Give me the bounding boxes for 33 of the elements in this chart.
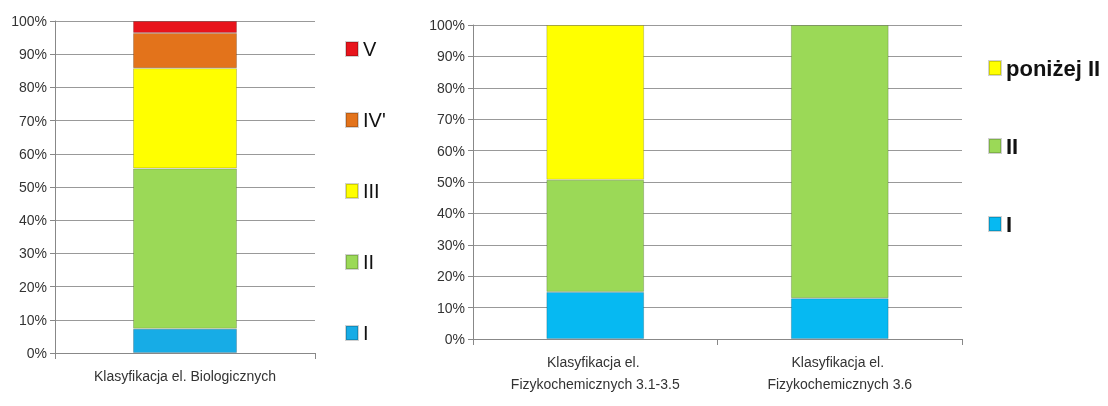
y-tick-label: 60% xyxy=(436,142,465,159)
y-tick-label: 30% xyxy=(436,236,465,253)
y-tick-label: 0% xyxy=(444,331,465,347)
y-tick-label: 90% xyxy=(18,46,47,63)
legend-label: V xyxy=(363,38,377,60)
y-tick-label: 50% xyxy=(18,179,47,195)
y-tick-label: 50% xyxy=(436,174,465,190)
legend-label: poniżej II xyxy=(1006,55,1101,81)
y-tick-label: 80% xyxy=(436,79,465,96)
y-tick-label: 0% xyxy=(26,345,47,361)
y-tick-label: 90% xyxy=(436,48,465,65)
y-tick-label: 10% xyxy=(18,311,47,328)
y-tick-label: 100% xyxy=(11,13,47,29)
x-tick-label: Klasyfikacja el. Fizykochemicznych 3.6 xyxy=(767,354,913,392)
legend-label: IV' xyxy=(363,109,386,131)
y-tick-label: 10% xyxy=(436,299,465,316)
y-tick-label: 70% xyxy=(436,111,465,128)
legend-label: I xyxy=(1006,211,1013,237)
legend-label: II xyxy=(1006,133,1019,159)
y-tick-label: 40% xyxy=(436,205,465,222)
legend-label: III xyxy=(363,180,380,202)
y-tick-label: 30% xyxy=(18,245,47,262)
y-tick-label: 100% xyxy=(429,17,465,33)
y-tick-label: 40% xyxy=(18,212,47,229)
y-tick-label: 80% xyxy=(18,79,47,96)
y-tick-label: 60% xyxy=(18,145,47,162)
x-tick-label: Klasyfikacja el. Fizykochemicznych 3.1-3.5 xyxy=(510,354,680,392)
legend-label: II xyxy=(363,251,375,273)
y-tick-label: 70% xyxy=(18,112,47,129)
y-tick-label: 20% xyxy=(18,278,47,295)
y-tick-label: 20% xyxy=(436,268,465,285)
x-tick-label: Klasyfikacja el. Biologicznych xyxy=(93,368,277,384)
legend-label: I xyxy=(363,322,369,344)
